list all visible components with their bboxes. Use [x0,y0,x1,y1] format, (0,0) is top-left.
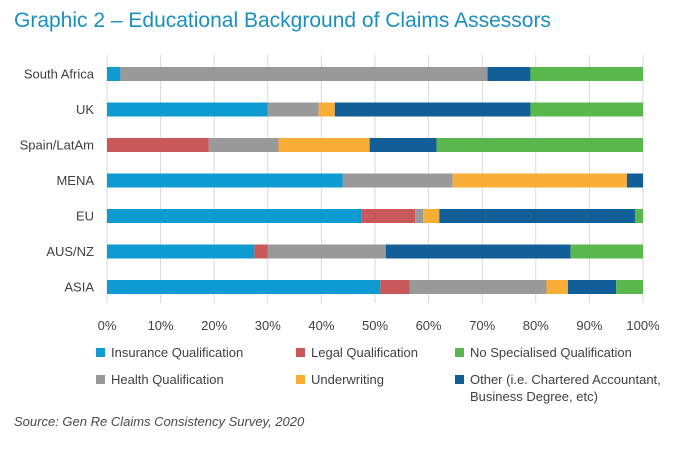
x-tick-label: 50% [362,318,388,333]
legend-swatch [96,348,105,357]
legend: Insurance Qualification Legal Qualificat… [96,344,666,404]
bar-segment [107,138,209,152]
axis-labels: 0% 10% 20% 30% 40% 50% 60% 70% 80% 90% 100% South A… [20,67,661,334]
x-tick-label: 80% [523,318,549,333]
legend-item-insurance: Insurance Qualification [96,344,243,361]
bar-segment [107,67,121,81]
bar-segment [278,138,370,152]
bar-segment [267,102,319,117]
x-tick-label: 100% [626,318,660,333]
legend-item-other: Other (i.e. Chartered Accountant, Busine… [455,371,665,405]
category-label: EU [76,209,94,224]
legend-item-health: Health Qualification [96,371,224,388]
bar-segment [334,102,531,117]
bar-segment [634,209,643,223]
bar-segment [385,244,571,259]
legend-swatch [296,375,305,384]
category-label: South Africa [24,67,95,82]
legend-label: No Specialised Qualification [470,345,632,360]
category-label: AUS/NZ [46,244,94,259]
bar-segment [361,209,416,223]
category-label: MENA [56,173,94,188]
chart-plot: 0% 10% 20% 30% 40% 50% 60% 70% 80% 90% 100% South A… [20,55,661,334]
legend-swatch [96,375,105,384]
bar-segment [436,138,643,152]
bar-segment [342,173,453,188]
bar-segment [254,244,268,259]
bar-segment [318,102,335,117]
legend-label: Insurance Qualification [111,345,244,360]
bar-segment [530,102,643,117]
bar-segment [487,67,531,81]
bar-segment [120,67,488,81]
bar-segment [107,173,343,188]
legend-swatch [455,348,464,357]
legend-swatch [296,348,305,357]
bar-segment [409,280,547,294]
bar-segment [423,209,440,223]
bar-segment [626,173,643,188]
bar-segment [616,280,643,294]
bar-segment [567,280,617,294]
legend-item-underwriting: Underwriting [296,371,384,388]
x-tick-label: 40% [308,318,334,333]
x-tick-label: 0% [98,318,117,333]
bar-segment [208,138,279,152]
x-tick-label: 10% [148,318,174,333]
x-tick-label: 70% [469,318,495,333]
bar-segment [267,244,386,259]
legend-swatch [455,375,464,384]
bar-segment [369,138,437,152]
bars [107,67,643,294]
bar-segment [570,244,643,259]
x-tick-label: 30% [255,318,281,333]
bar-segment [530,67,643,81]
legend-label: Health Qualification [111,372,224,387]
bar-segment [107,102,268,117]
category-label: ASIA [64,280,94,295]
legend-item-no-specialised: No Specialised Qualification [455,344,632,361]
bar-segment [452,173,627,188]
legend-label: Legal Qualification [311,345,418,360]
legend-item-legal: Legal Qualification [296,344,418,361]
x-tick-label: 90% [576,318,602,333]
bar-segment [107,244,255,259]
bar-segment [439,209,635,223]
x-tick-label: 60% [416,318,442,333]
bar-segment [107,209,362,223]
bar-segment [380,280,410,294]
bar-segment [415,209,424,223]
x-tick-label: 20% [201,318,227,333]
bar-segment [546,280,568,294]
bar-segment [107,280,381,294]
category-label: UK [76,102,94,117]
category-label: Spain/LatAm [20,138,94,153]
legend-label: Underwriting [311,372,384,387]
source-note: Source: Gen Re Claims Consistency Survey… [14,414,305,429]
legend-label: Other (i.e. Chartered Accountant, Busine… [470,372,661,404]
chart-title: Graphic 2 – Educational Background of Cl… [14,9,551,32]
